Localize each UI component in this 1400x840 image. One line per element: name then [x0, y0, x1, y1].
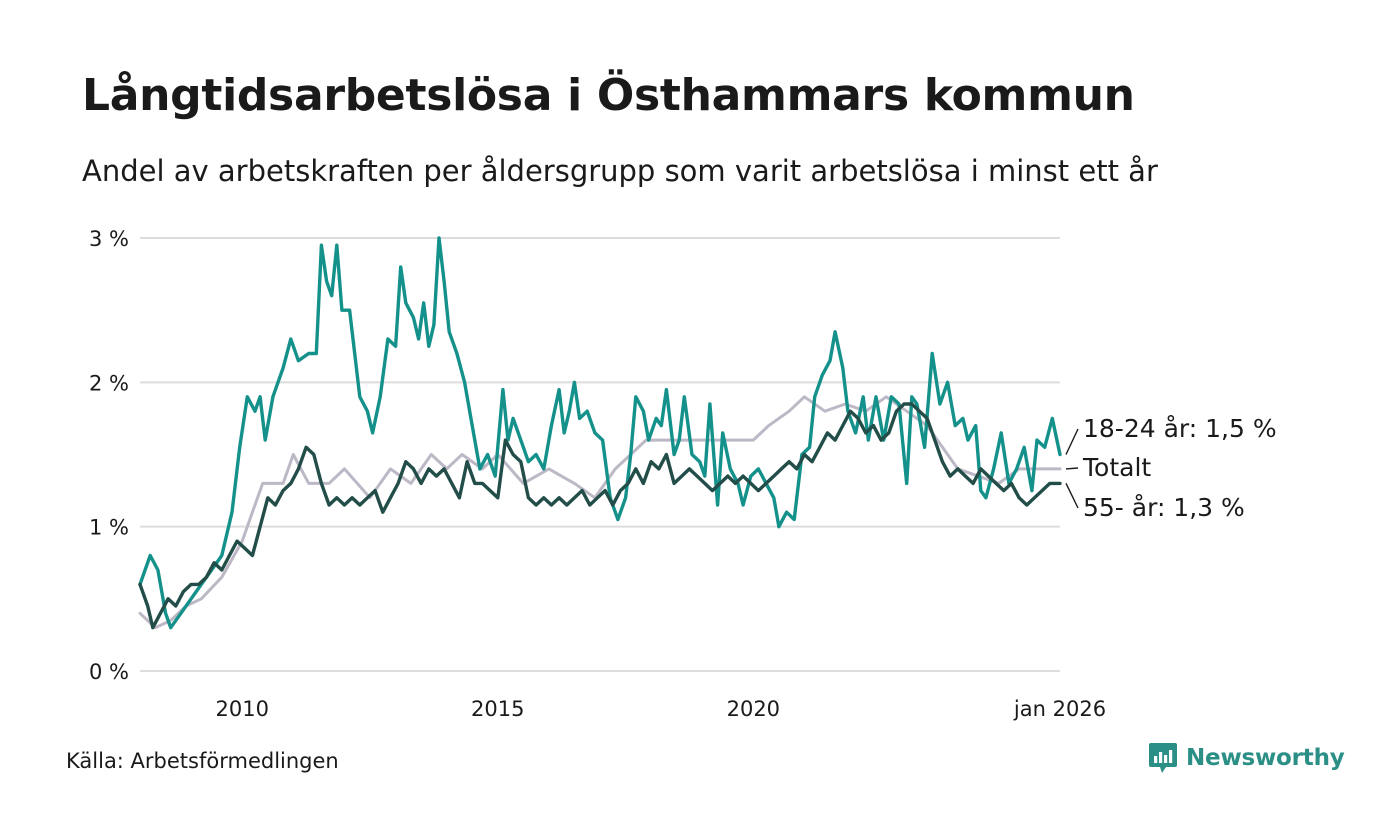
- y-axis-labels: 0 % 1 % 2 % 3 %: [89, 227, 129, 684]
- x-tick-label: 2010: [215, 697, 268, 721]
- brand-name: Newsworthy: [1186, 745, 1345, 771]
- end-label-leader-youth: [1065, 428, 1079, 455]
- end-label-senior: 55- år: 1,3 %: [1083, 493, 1245, 522]
- end-label-leader-senior: [1065, 483, 1079, 509]
- newsworthy-logo-icon: [1149, 743, 1177, 773]
- series-lines: [138, 236, 1062, 630]
- y-tick-label: 3 %: [89, 227, 129, 251]
- end-label-total: Totalt: [1082, 453, 1151, 482]
- series-line-youth: [138, 236, 1062, 630]
- end-label-youth: 18-24 år: 1,5 %: [1083, 414, 1277, 443]
- series-line-total: [138, 395, 1062, 630]
- chart-title: Långtidsarbetslösa i Östhammars kommun: [82, 70, 1135, 121]
- y-tick-label: 1 %: [89, 516, 129, 540]
- source-note: Källa: Arbetsförmedlingen: [66, 749, 339, 773]
- brand-logo[interactable]: Newsworthy: [1148, 742, 1345, 774]
- y-tick-label: 0 %: [89, 660, 129, 684]
- end-label-leader-total: [1065, 467, 1079, 470]
- chart-subtitle: Andel av arbetskraften per åldersgrupp s…: [82, 154, 1158, 188]
- x-tick-label: 2020: [727, 697, 780, 721]
- grid-lines: [140, 237, 1060, 672]
- series-end-labels: Totalt 18-24 år: 1,5 % 55- år: 1,3 %: [1065, 414, 1277, 522]
- x-axis-labels: 2010 2015 2020 jan 2026: [215, 697, 1106, 721]
- x-tick-label: jan 2026: [1013, 697, 1106, 721]
- y-tick-label: 2 %: [89, 371, 129, 395]
- x-tick-label: 2015: [471, 697, 524, 721]
- series-line-senior: [138, 402, 1062, 630]
